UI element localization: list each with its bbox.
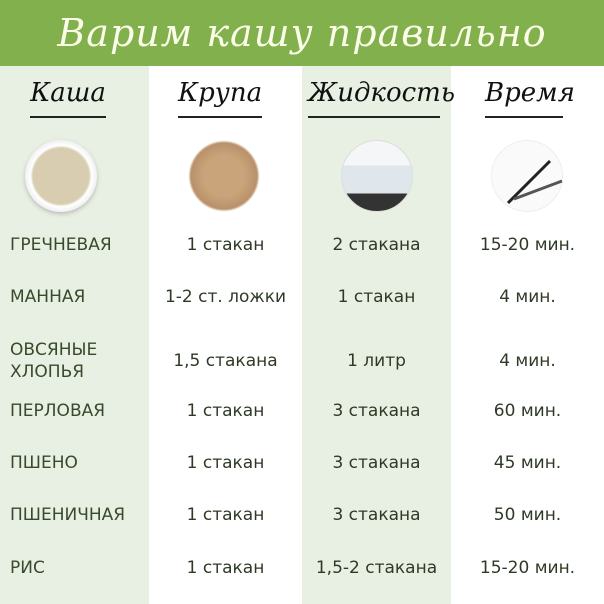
cook-time: 15-20 мин.: [479, 558, 576, 578]
grain-amount: 1 стакан: [186, 401, 265, 421]
row-name: ПШЕНО: [10, 453, 78, 473]
liquid-amount: 1 стакан: [337, 287, 416, 307]
cook-time: 50 мин.: [493, 505, 562, 525]
grain-pile-icon: [188, 140, 260, 212]
grain-amount: 1 стакан: [186, 453, 265, 473]
row-name: ОВСЯНЫЕ ХЛОПЬЯ: [10, 340, 98, 382]
row-name: ГРЕЧНЕВАЯ: [10, 235, 112, 255]
title-banner: Варим кашу правильно: [0, 0, 604, 66]
grain-amount: 1-2 ст. ложки: [164, 287, 287, 307]
header-time: Время: [485, 78, 575, 118]
header-porridge: Каша: [30, 78, 106, 118]
clock-icon: [491, 140, 563, 212]
header-liquid: Жидкость: [308, 78, 455, 118]
grain-amount: 1,5 стакана: [173, 351, 278, 371]
fork-knife-icon: [506, 159, 563, 205]
porridge-bowl-icon: [25, 140, 97, 212]
liquid-amount: 3 стакана: [332, 453, 421, 473]
liquid-amount: 3 стакана: [332, 401, 421, 421]
grain-amount: 1 стакан: [186, 505, 265, 525]
page-title: Варим кашу правильно: [57, 11, 547, 55]
grain-amount: 1 стакан: [186, 558, 265, 578]
boiling-water-icon: [341, 140, 413, 212]
row-name: ПЕРЛОВАЯ: [10, 401, 106, 421]
grain-amount: 1 стакан: [186, 235, 265, 255]
row-name: МАННАЯ: [10, 287, 86, 307]
cook-time: 4 мин.: [499, 287, 556, 307]
cook-time: 45 мин.: [493, 453, 562, 473]
liquid-amount: 2 стакана: [332, 235, 421, 255]
liquid-amount: 1 литр: [347, 351, 406, 371]
row-name: ПШЕНИЧНАЯ: [10, 505, 126, 525]
header-grain: Крупа: [178, 78, 262, 118]
cook-time: 4 мин.: [499, 351, 556, 371]
liquid-amount: 3 стакана: [332, 505, 421, 525]
cook-time: 15-20 мин.: [479, 235, 576, 255]
cook-time: 60 мин.: [493, 401, 562, 421]
row-name: РИС: [10, 558, 45, 578]
liquid-amount: 1,5-2 стакана: [315, 558, 438, 578]
